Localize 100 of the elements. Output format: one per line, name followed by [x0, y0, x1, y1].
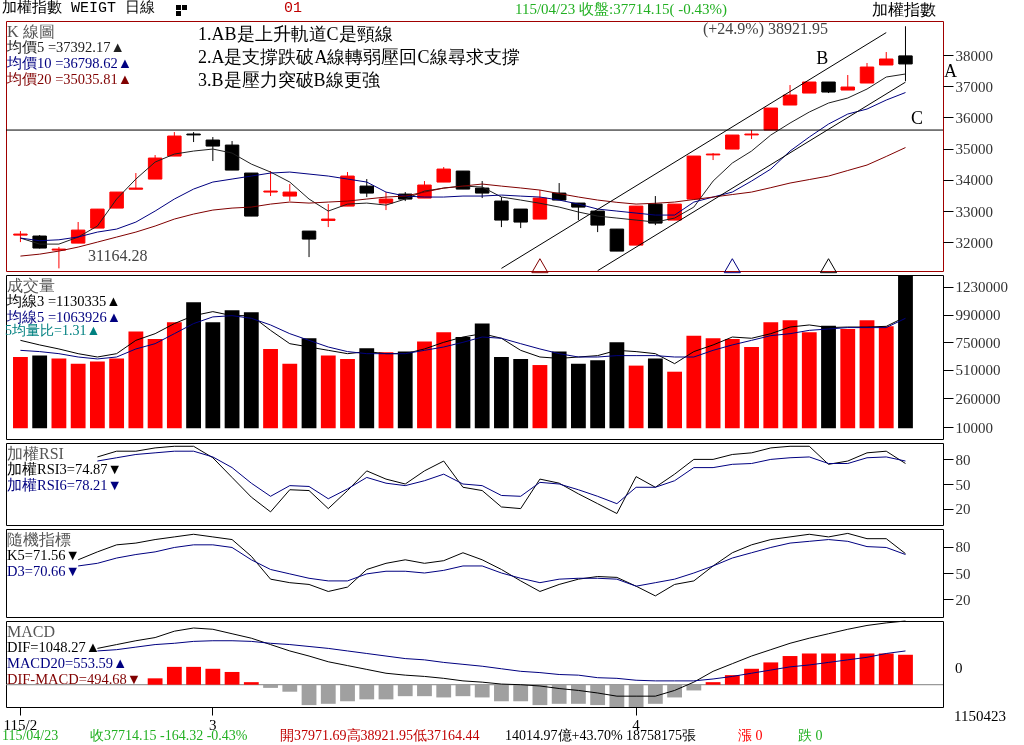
y-tick-label: 20 — [955, 591, 971, 608]
chart-title: 成交量 — [7, 277, 55, 295]
bar — [801, 653, 817, 685]
chart-title: 隨機指標 — [7, 531, 71, 549]
annotation: (+24.9%) 38921.95 — [703, 20, 829, 38]
candlestick — [859, 62, 875, 84]
bar — [763, 662, 779, 685]
bar — [878, 653, 894, 685]
bar — [821, 653, 836, 685]
candlestick — [321, 203, 336, 228]
candlestick — [609, 228, 625, 252]
series-label: DIF=1048.27▲ — [7, 639, 101, 656]
bar — [128, 331, 144, 429]
text: 漲 0 — [738, 728, 763, 744]
bar — [397, 684, 413, 697]
series-label: MACD20=553.59▲ — [7, 655, 128, 672]
bar — [570, 363, 586, 429]
bar — [417, 684, 432, 697]
y-tick-label: 20 — [955, 501, 971, 518]
bar — [609, 684, 625, 707]
bar — [436, 332, 452, 429]
bar — [263, 684, 278, 688]
bar — [436, 684, 452, 698]
bar — [340, 358, 355, 429]
bar — [494, 357, 509, 429]
line-series — [77, 532, 906, 597]
series-label: D3=70.66▼ — [7, 563, 80, 580]
bar — [109, 358, 125, 429]
bar — [282, 363, 298, 429]
candlestick — [167, 131, 182, 157]
candlestick — [378, 191, 394, 211]
bar — [166, 322, 182, 429]
y-tick-label: 37000 — [955, 78, 993, 95]
bar — [359, 684, 375, 700]
candlestick — [782, 84, 798, 106]
y-tick-label: 510000 — [955, 362, 1001, 379]
bar — [840, 653, 856, 685]
y-tick-label: 36000 — [955, 109, 993, 126]
bar — [263, 348, 278, 429]
bar — [147, 678, 163, 685]
bar — [32, 355, 48, 429]
y-tick-label: 50 — [955, 476, 971, 493]
y-tick-label: 80 — [955, 539, 971, 556]
bar — [282, 684, 298, 692]
bar — [801, 332, 817, 429]
bar — [224, 671, 240, 685]
y-tick-label: 750000 — [955, 334, 1001, 351]
y-tick-label: 35000 — [955, 141, 993, 158]
ref-line-label: C — [910, 108, 924, 129]
bar — [782, 320, 798, 429]
bar — [590, 360, 606, 429]
series-label: 加權RSI3=74.87▼ — [7, 461, 122, 477]
bar — [205, 322, 221, 429]
candlestick — [359, 178, 374, 198]
bar — [378, 684, 394, 700]
bar — [494, 684, 509, 702]
bar — [628, 684, 644, 707]
bar — [417, 341, 432, 429]
bar — [205, 668, 221, 685]
text: 開37971.69高38921.95低37164.44 — [280, 728, 480, 744]
bar — [647, 684, 663, 704]
text: 0 — [955, 660, 963, 677]
candlestick — [147, 154, 163, 180]
text: 跌 0 — [798, 728, 823, 744]
y-tick-label: 50 — [955, 565, 971, 582]
bar — [320, 355, 336, 429]
y-tick-label: 1230000 — [955, 279, 1008, 296]
bar — [532, 365, 548, 429]
text: 115/04/23 收盤:37714.15( -0.43%) — [515, 1, 727, 18]
bar — [859, 320, 875, 429]
bar — [782, 656, 798, 685]
bar — [301, 684, 317, 706]
candlestick — [301, 230, 317, 258]
bar — [13, 357, 28, 429]
y-tick-label: 10000 — [955, 419, 993, 436]
y-tick-label: 34000 — [955, 172, 993, 189]
series-label: DIF-MACD=494.68▼ — [7, 671, 142, 688]
bar — [898, 654, 913, 685]
y-tick-label: 32000 — [955, 234, 993, 251]
candlestick — [128, 172, 144, 190]
text: 加權指數 — [872, 1, 936, 19]
bar — [686, 335, 702, 429]
bar — [455, 684, 471, 697]
candlestick — [513, 208, 528, 229]
bar — [570, 684, 586, 704]
text: 1150423 — [954, 708, 1006, 725]
series-label: K5=71.56▼ — [7, 547, 80, 564]
text: A — [943, 61, 957, 82]
bar — [51, 358, 67, 429]
text: 均價20 =35035.81▲ — [7, 71, 133, 88]
bar — [840, 328, 856, 429]
candlestick — [532, 189, 548, 220]
bar — [628, 365, 644, 429]
text: 均線3 =1130335▲ — [7, 293, 121, 310]
bar — [859, 653, 875, 685]
bar — [667, 371, 683, 429]
annotation: 2.A是支撐跌破A線轉弱壓回C線尋求支撐 — [198, 47, 520, 68]
y-tick-label: 990000 — [955, 307, 1001, 324]
bar — [89, 361, 105, 429]
bar — [513, 358, 529, 429]
